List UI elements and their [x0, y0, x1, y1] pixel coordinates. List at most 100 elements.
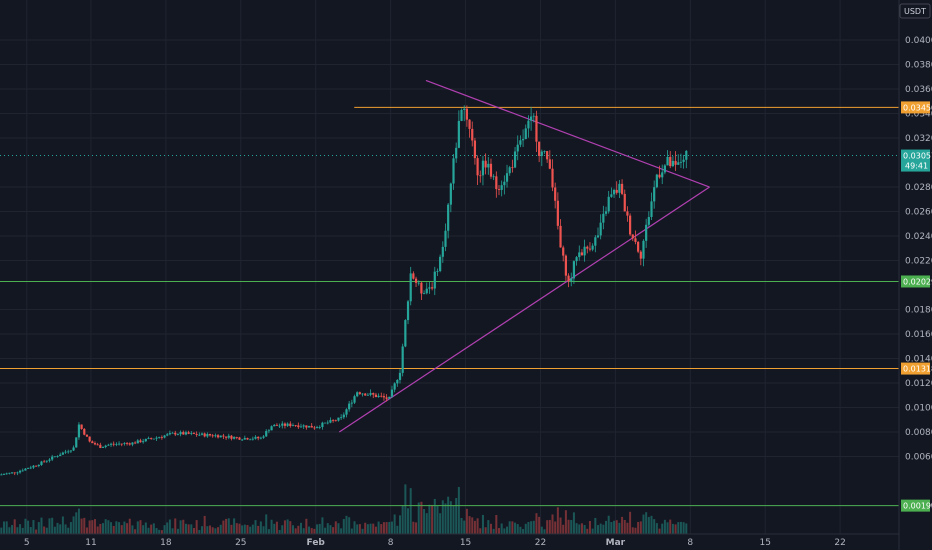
volume-bar	[637, 521, 640, 534]
candle-body	[69, 450, 73, 452]
y-tick-label: 0.03200	[905, 134, 932, 144]
volume-bar	[270, 519, 273, 534]
volume-bar	[102, 523, 105, 534]
y-tick-label: 0.03800	[905, 61, 932, 71]
candle-body	[612, 189, 616, 195]
candle-body	[602, 213, 605, 223]
candle-body	[313, 427, 316, 429]
currency-unit-label: USDT	[904, 7, 926, 16]
volume-bar	[176, 528, 179, 534]
candle-body	[380, 395, 383, 397]
volume-bar	[187, 524, 190, 534]
volume-bar	[634, 527, 637, 534]
candle-body	[297, 425, 300, 428]
currency-unit-box[interactable]: USDT	[899, 3, 931, 19]
candle-body	[139, 440, 142, 443]
candle-body	[607, 196, 610, 212]
time-axis[interactable]: 5 11 18 25 Feb 8 15 22 Mar 8 15 22	[24, 538, 846, 548]
volume-bar	[16, 527, 19, 534]
volume-bar	[417, 502, 420, 534]
candle-body	[658, 174, 661, 178]
volume-bar	[449, 501, 452, 534]
candle-body	[224, 436, 228, 438]
volume-bar	[487, 520, 490, 534]
candle-body	[586, 246, 589, 249]
candle-body	[190, 433, 193, 434]
candle-body	[249, 439, 252, 441]
candle-body	[0, 474, 3, 476]
candle-body	[511, 167, 514, 169]
volume-bar	[321, 517, 324, 534]
volume-bar	[59, 524, 62, 534]
volume-bar	[241, 525, 244, 534]
volume-bar	[150, 524, 153, 534]
volume-bar	[155, 528, 158, 534]
volume-bar	[506, 526, 509, 534]
candle-body	[329, 420, 332, 423]
volume-bar	[460, 518, 463, 534]
candle-body	[548, 159, 551, 169]
candle-body	[524, 128, 527, 140]
volume-bar	[583, 525, 586, 534]
candle-body	[10, 472, 14, 474]
candle-body	[200, 433, 204, 435]
volume-bar	[40, 517, 43, 534]
candle-body	[64, 451, 67, 453]
candle-body	[495, 176, 498, 190]
volume-bar	[441, 500, 444, 534]
candlesticks	[0, 105, 688, 476]
candle-body	[120, 443, 123, 445]
volume-bar	[423, 508, 426, 534]
volume-bar	[642, 514, 645, 534]
candle-body	[455, 147, 458, 159]
volume-bar	[184, 523, 187, 534]
candle-body	[532, 115, 535, 117]
volume-bar	[128, 518, 131, 534]
volume-bar	[99, 523, 102, 534]
y-tick-label: 0.01400	[905, 355, 932, 365]
candle-body	[136, 440, 139, 444]
volume-bar	[519, 526, 522, 534]
trend-line-lower[interactable]	[338, 186, 710, 433]
volume-bar	[618, 522, 621, 534]
volume-bar	[431, 504, 434, 534]
y-tick-label: 0.03400	[905, 110, 932, 120]
volume-bar	[348, 517, 351, 534]
volume-bar	[677, 522, 680, 534]
volume-bar	[67, 527, 70, 534]
volume-bar	[658, 528, 661, 534]
candle-body	[48, 459, 51, 461]
y-tick-label: 0.02600	[905, 208, 932, 218]
candle-body	[492, 176, 495, 178]
x-tick-label: Mar	[606, 538, 626, 548]
volume-bar	[377, 521, 380, 534]
candle-body	[176, 434, 180, 435]
volume-bar	[647, 516, 650, 534]
candle-body	[631, 234, 634, 239]
candle-body	[45, 460, 48, 462]
candle-body	[390, 389, 394, 397]
candle-body	[216, 435, 220, 438]
volume-bar	[171, 528, 174, 534]
candle-body	[123, 443, 126, 444]
candle-body	[257, 436, 260, 439]
volume-bar	[631, 527, 634, 534]
volume-bar	[123, 521, 126, 534]
volume-bar	[588, 521, 591, 534]
volume-bar	[674, 524, 677, 534]
candle-body	[620, 183, 624, 194]
candle-body	[471, 128, 474, 141]
volume-bar	[144, 522, 147, 534]
candle-body	[163, 435, 166, 438]
volume-bar	[24, 518, 27, 534]
volume-bar	[286, 519, 289, 534]
volume-bar	[530, 521, 533, 534]
candle-body	[540, 151, 543, 156]
candle-body	[401, 346, 404, 373]
x-tick-label: 15	[759, 538, 770, 548]
candle-body	[334, 420, 337, 422]
volume-bar	[230, 524, 233, 534]
y-tick-label: 0.00600	[905, 453, 932, 463]
